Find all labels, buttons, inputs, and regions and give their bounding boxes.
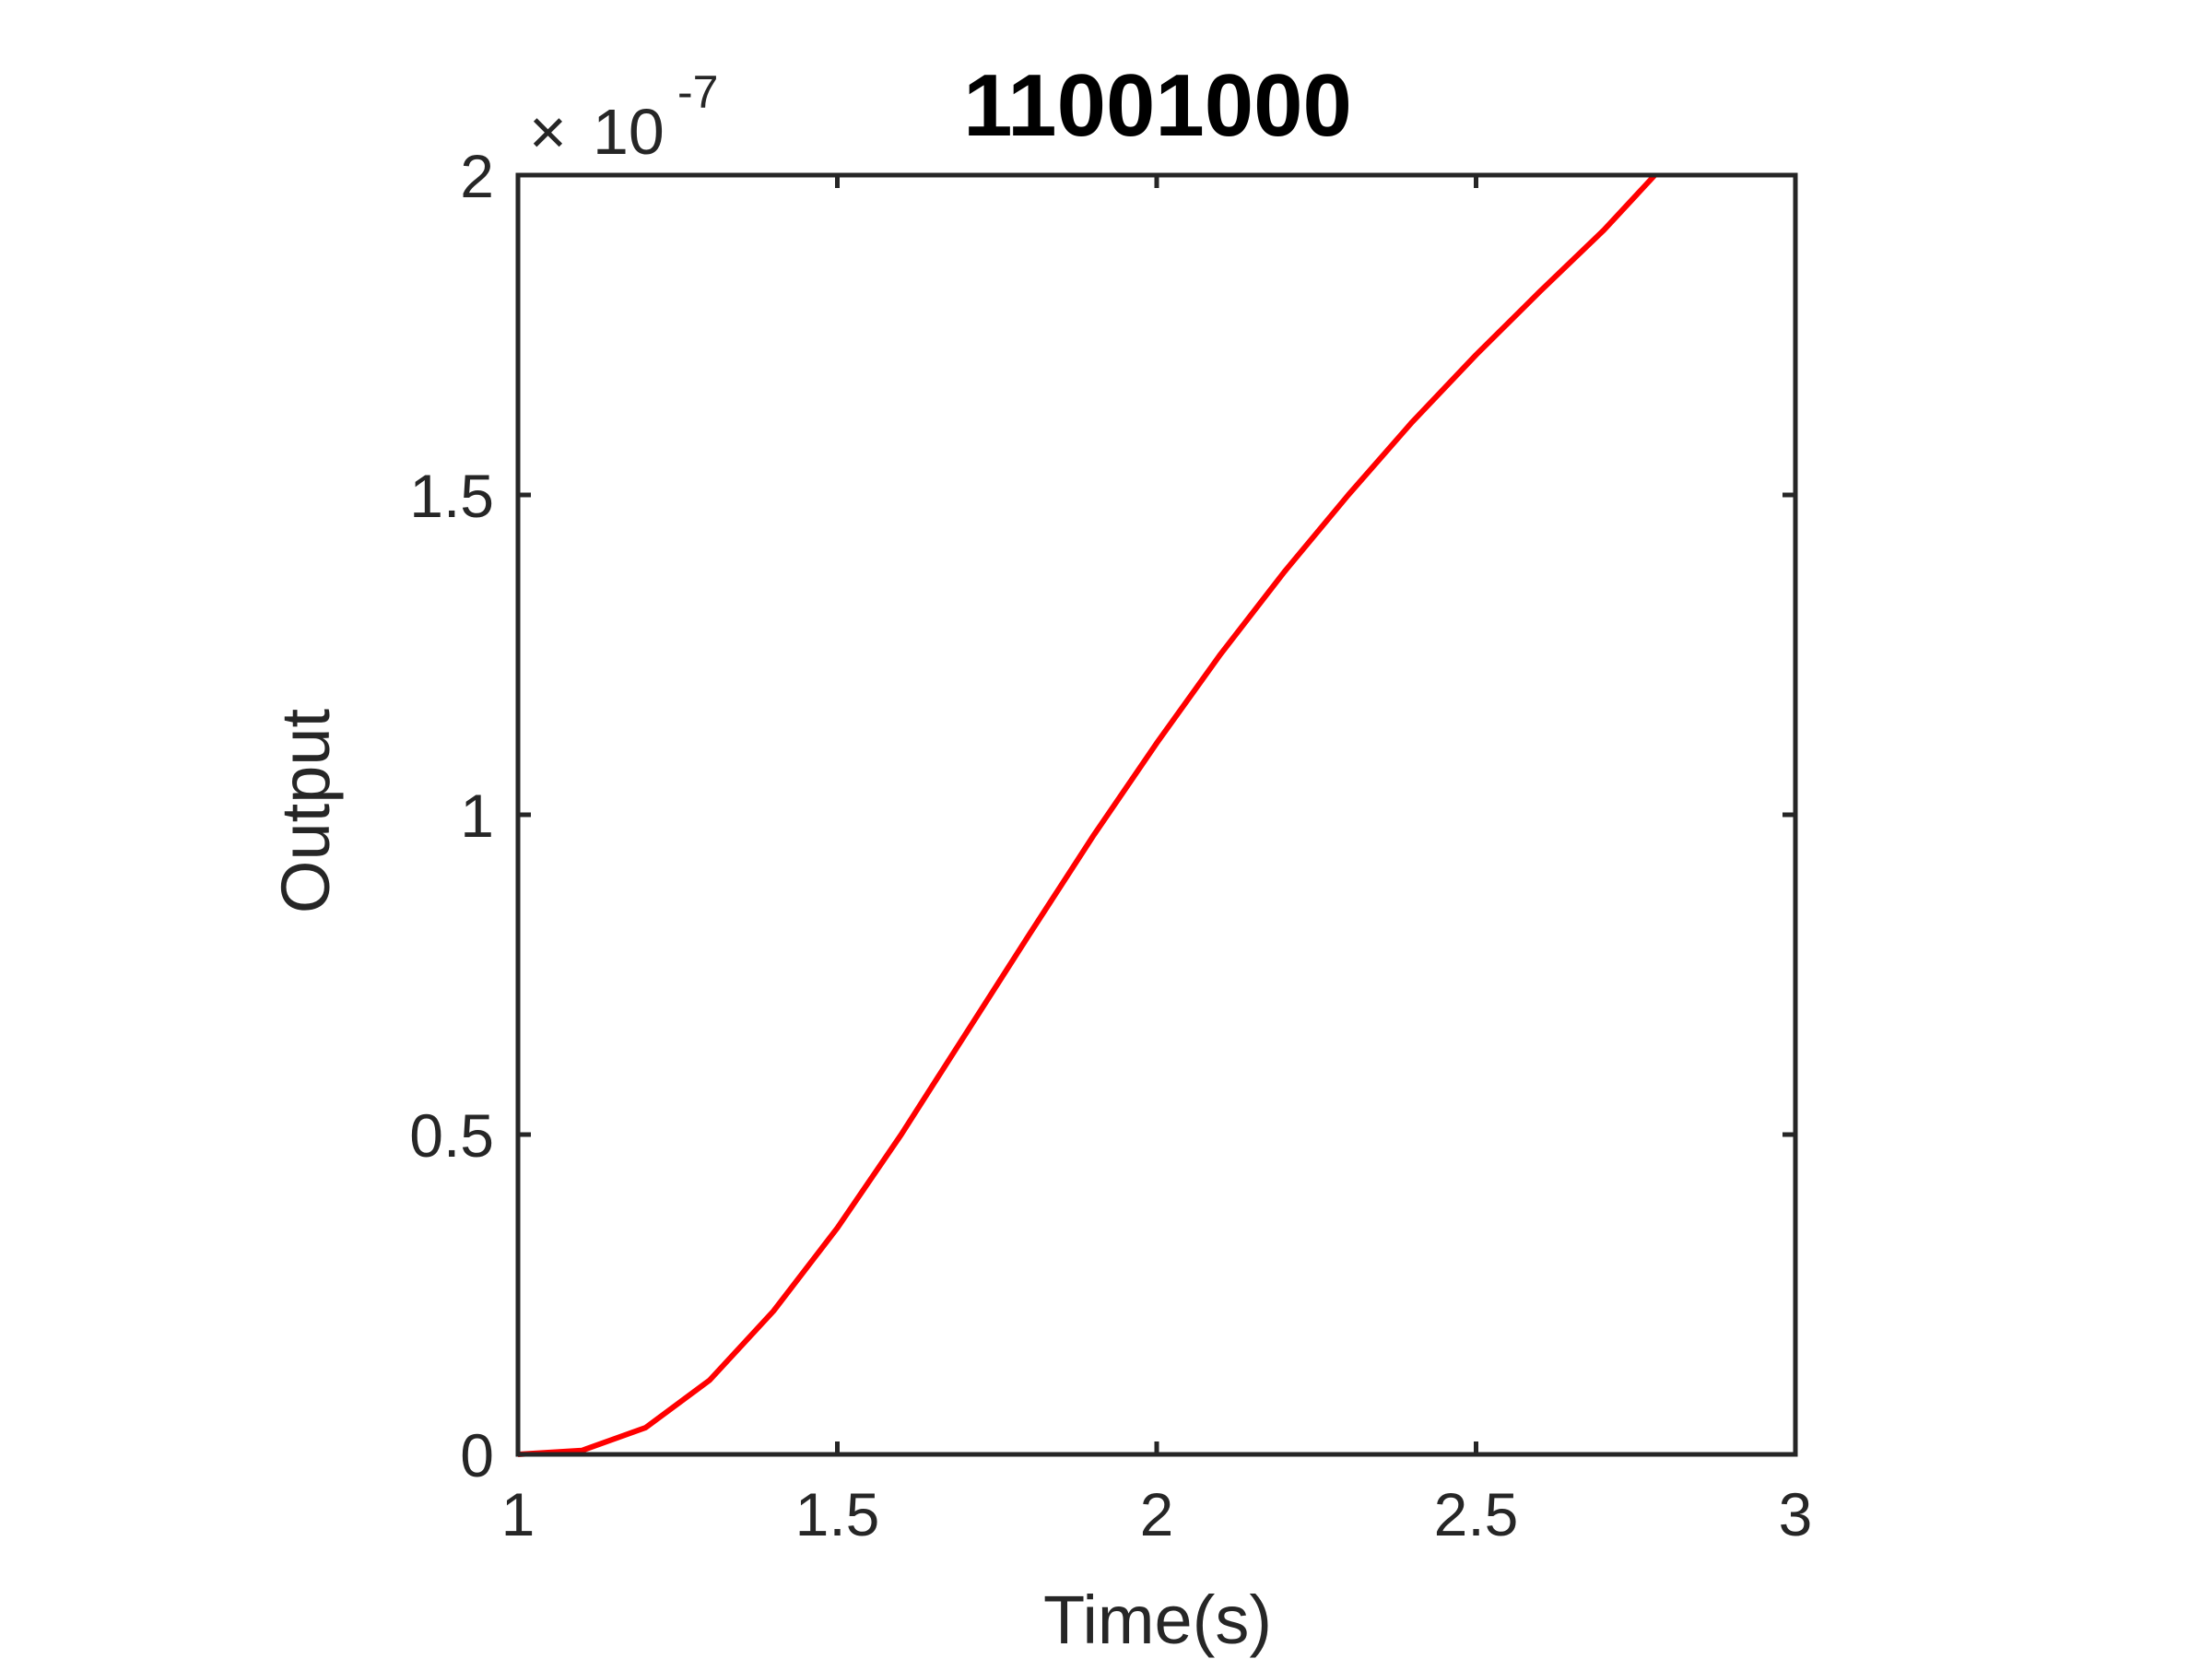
- chart-title: 11001000: [963, 56, 1352, 155]
- x-axis-title: Time(s): [1043, 1582, 1272, 1658]
- multiplier-base: 10: [593, 96, 665, 168]
- x-tick-label: 3: [1779, 1480, 1813, 1548]
- y-tick-label: 0.5: [409, 1101, 494, 1170]
- axis-ticks: [515, 172, 1798, 1457]
- y-axis-title: Output: [267, 708, 344, 913]
- y-tick-label: 2: [460, 142, 494, 210]
- multiplier-exponent: -7: [677, 66, 718, 118]
- x-tick-label: 1.5: [795, 1480, 880, 1548]
- y-tick-label: 1: [460, 782, 494, 850]
- y-tick-label: 0: [460, 1421, 494, 1489]
- x-tick-label: 1: [501, 1480, 535, 1548]
- series-line-1: [517, 172, 1657, 1457]
- tick-labels: 1 1.5 2 2.5 3 0 0.5 1 1.5 2: [409, 142, 1812, 1548]
- y-axis-multiplier: × 10 -7: [529, 66, 718, 168]
- y-tick-label: 1.5: [409, 462, 494, 530]
- multiplier-times-sign: ×: [529, 96, 567, 168]
- x-tick-label: 2.5: [1434, 1480, 1519, 1548]
- x-tick-label: 2: [1140, 1480, 1174, 1548]
